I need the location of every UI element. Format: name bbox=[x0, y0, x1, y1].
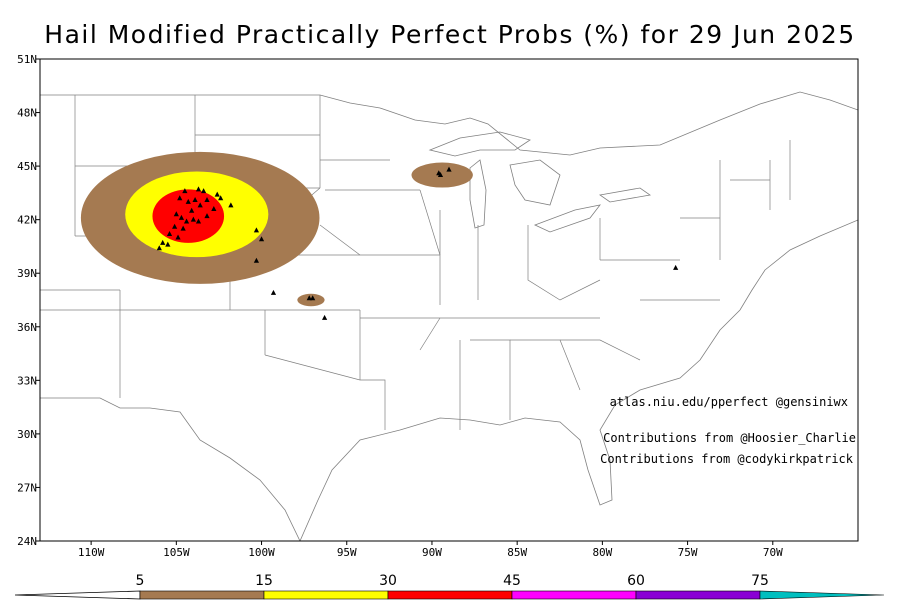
hail-report-marker bbox=[180, 225, 186, 231]
lake-superior bbox=[428, 131, 531, 157]
lat-label: 51N bbox=[17, 53, 37, 66]
lat-label: 27N bbox=[17, 481, 37, 494]
hail-report-marker bbox=[211, 205, 217, 211]
hail-report-marker bbox=[270, 289, 277, 295]
probability-contours bbox=[80, 151, 473, 307]
lon-label: 75W bbox=[678, 546, 698, 559]
hail-report-marker bbox=[190, 216, 196, 222]
map-frame bbox=[40, 59, 858, 541]
colorbar-label: 75 bbox=[751, 573, 769, 589]
hail-report-marker bbox=[437, 172, 444, 178]
colorbar-left-arrow bbox=[14, 590, 141, 600]
lon-label: 110W bbox=[78, 546, 105, 559]
hail-report-marker bbox=[175, 234, 181, 240]
hail-report-marker bbox=[189, 207, 195, 213]
hail-report-marker bbox=[178, 214, 185, 220]
lat-label: 36N bbox=[17, 321, 37, 334]
lake-huron bbox=[509, 159, 561, 206]
latitude-axis: 51N 48N 45N 42N 39N 36N 33N 30N 27N 24N bbox=[17, 53, 40, 548]
colorbar-segment bbox=[635, 590, 761, 600]
lon-label: 95W bbox=[337, 546, 357, 559]
hail-report-marker bbox=[166, 230, 173, 236]
hail-report-marker bbox=[673, 264, 679, 270]
lat-label: 45N bbox=[17, 160, 37, 173]
hail-report-marker bbox=[214, 191, 220, 197]
hail-report-marker bbox=[228, 202, 234, 208]
lat-label: 42N bbox=[17, 214, 37, 227]
hail-report-marker bbox=[177, 195, 183, 201]
hail-report-marker bbox=[173, 211, 179, 217]
hail-report-marker bbox=[218, 195, 224, 201]
colorbar-label: 60 bbox=[627, 573, 645, 589]
hail-report-marker bbox=[195, 186, 202, 192]
lon-label: 85W bbox=[507, 546, 527, 559]
lat-label: 33N bbox=[17, 374, 37, 387]
hail-report-marker bbox=[321, 314, 328, 320]
hail-report-marker bbox=[182, 188, 188, 194]
lake-erie bbox=[533, 204, 601, 233]
colorbar-segment bbox=[263, 590, 389, 600]
map-title: Hail Modified Practically Perfect Probs … bbox=[44, 20, 856, 49]
hail-report-marker bbox=[204, 197, 210, 203]
colorbar-label: 45 bbox=[503, 573, 521, 589]
map-border bbox=[39, 58, 859, 542]
hail-report-marker bbox=[446, 166, 452, 172]
longitude-axis: 110W 105W 100W 95W 90W 85W 80W 75W 70W bbox=[78, 541, 783, 559]
hail-report-marker bbox=[253, 257, 260, 263]
lon-label: 90W bbox=[422, 546, 442, 559]
lat-label: 24N bbox=[17, 535, 37, 548]
credit-line-2: Contributions from @codykirkpatrick bbox=[600, 452, 854, 466]
credit-site: atlas.niu.edu/pperfect @gensiniwx bbox=[610, 395, 848, 409]
hail-report-marker bbox=[183, 218, 190, 224]
lon-label: 105W bbox=[163, 546, 190, 559]
colorbar-label: 15 bbox=[255, 573, 273, 589]
hail-report-marker bbox=[201, 188, 207, 194]
lat-label: 39N bbox=[17, 267, 37, 280]
colorbar-segment bbox=[511, 590, 637, 600]
colorbar-segment bbox=[387, 590, 513, 600]
lon-label: 100W bbox=[248, 546, 275, 559]
hail-report-marker bbox=[156, 245, 162, 251]
lon-label: 80W bbox=[592, 546, 612, 559]
prob-area-p5 bbox=[411, 162, 473, 188]
colorbar-right-arrow bbox=[759, 590, 885, 600]
colorbar-segment bbox=[139, 590, 265, 600]
hail-report-marker bbox=[192, 197, 198, 203]
hail-report-marker bbox=[195, 218, 202, 224]
credit-line-1: Contributions from @Hoosier_Charlie bbox=[603, 431, 856, 445]
hail-report-marker bbox=[197, 202, 203, 208]
colorbar: 5 15 30 45 60 75 bbox=[14, 573, 885, 600]
hail-report-marker bbox=[172, 223, 178, 229]
hail-report-marker bbox=[253, 227, 260, 233]
hail-report-marker bbox=[204, 213, 210, 219]
colorbar-label: 30 bbox=[379, 573, 397, 589]
hail-report-marker bbox=[160, 239, 166, 245]
colorbar-label: 5 bbox=[136, 573, 145, 589]
prob-area-p30 bbox=[152, 189, 225, 243]
hail-report-marker bbox=[310, 295, 316, 301]
lake-ontario bbox=[598, 187, 652, 203]
hail-report-marker bbox=[306, 295, 312, 301]
lat-label: 48N bbox=[17, 107, 37, 120]
hail-reports bbox=[156, 166, 679, 320]
gulf-coastline bbox=[299, 219, 858, 541]
hail-report-marker bbox=[165, 241, 171, 247]
hail-report-marker bbox=[185, 198, 191, 204]
canada-border bbox=[40, 91, 858, 156]
lon-label: 70W bbox=[763, 546, 783, 559]
hail-report-marker bbox=[258, 236, 265, 242]
lat-label: 30N bbox=[17, 428, 37, 441]
lake-michigan bbox=[469, 159, 487, 229]
mexico-border bbox=[40, 397, 301, 541]
